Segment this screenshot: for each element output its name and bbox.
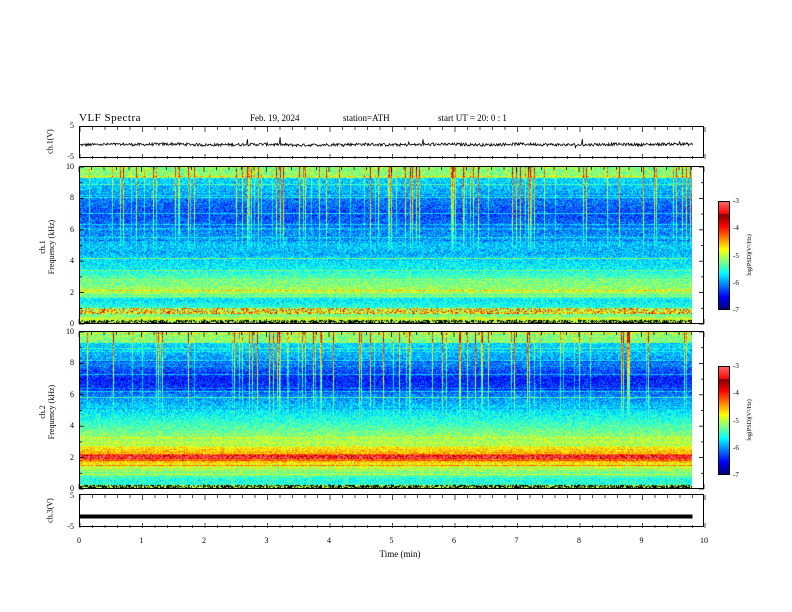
ticks1-label: 4 bbox=[70, 256, 74, 266]
ch1-waveform-panel bbox=[79, 126, 706, 159]
ch1-waveform-plot bbox=[79, 127, 706, 159]
time-tick-label: 10 bbox=[700, 536, 708, 545]
ch1-ytick-top: 5 bbox=[70, 121, 74, 130]
ch2-spectrogram bbox=[80, 332, 692, 488]
ch3-ytick-bottom: -5 bbox=[67, 522, 74, 531]
ch2-colorbar bbox=[719, 367, 729, 474]
cbt1-label: -6 bbox=[733, 278, 739, 287]
ticks1-label: 0 bbox=[70, 319, 74, 328]
cbt2-label: -6 bbox=[733, 443, 739, 452]
ticks2-label: 4 bbox=[70, 421, 74, 431]
time-tick-label: 2 bbox=[202, 536, 206, 545]
cbt2-label: -5 bbox=[733, 416, 739, 425]
time-tick-label: 9 bbox=[639, 536, 644, 545]
time-tick-label: 6 bbox=[452, 536, 456, 545]
time-tick-label: 5 bbox=[389, 536, 394, 545]
ticks1-label: 8 bbox=[70, 193, 74, 203]
cbt1-label: -5 bbox=[733, 251, 739, 260]
ch2-frequency-axis-label: ch.2 Frequency (kHz) bbox=[38, 357, 56, 467]
cbt1-label: -7 bbox=[733, 306, 739, 314]
ch1-ytick-bottom: -5 bbox=[67, 152, 74, 161]
figure-title: VLF Spectra bbox=[79, 112, 142, 124]
ticks2-label: 6 bbox=[70, 389, 74, 399]
ch3-voltage-axis-label: ch.3(V) bbox=[45, 498, 55, 523]
ticks2-label: 10 bbox=[66, 327, 74, 336]
wave1-trace bbox=[80, 137, 693, 149]
start-time-label: start UT = 20: 0 : 1 bbox=[438, 113, 507, 123]
ch2-colorbar-label: log(PSD)(V²/Hz) bbox=[747, 399, 753, 441]
time-tick-label: 3 bbox=[264, 536, 269, 545]
ticks1-label: 6 bbox=[70, 224, 74, 234]
ticks2-label: 8 bbox=[70, 358, 74, 368]
ch2-label-line1: ch.2 bbox=[38, 405, 47, 419]
time-tick-label: 1 bbox=[139, 536, 144, 545]
time-axis-label: Time (min) bbox=[379, 549, 421, 559]
ticks2-label: 2 bbox=[70, 452, 74, 462]
ch1-spectrogram bbox=[80, 167, 692, 323]
time-tick-label: 4 bbox=[327, 536, 331, 545]
ch1-colorbar bbox=[719, 202, 729, 309]
date-label: Feb. 19, 2024 bbox=[250, 113, 300, 123]
time-tick-label: 8 bbox=[577, 536, 581, 545]
station-label: station=ATH bbox=[343, 113, 390, 123]
ticks1-label: 2 bbox=[70, 287, 74, 297]
ch2-label-line2: Frequency (kHz) bbox=[47, 384, 56, 440]
cbt2-label: -7 bbox=[733, 471, 739, 479]
cbt2-label: -4 bbox=[733, 389, 739, 398]
ch3-waveform-panel bbox=[79, 494, 706, 528]
cbt1-label: -3 bbox=[733, 197, 739, 205]
ticks2-label: 0 bbox=[70, 484, 74, 493]
ticks1-label: 10 bbox=[66, 162, 74, 171]
cbt2-label: -3 bbox=[733, 362, 739, 370]
ch3-waveform-plot bbox=[79, 495, 706, 528]
time-tick-label: 7 bbox=[514, 536, 519, 545]
time-tick-label: 0 bbox=[77, 536, 81, 545]
ch3-ytick-top: 5 bbox=[70, 491, 74, 500]
cbt1-label: -4 bbox=[733, 224, 739, 233]
